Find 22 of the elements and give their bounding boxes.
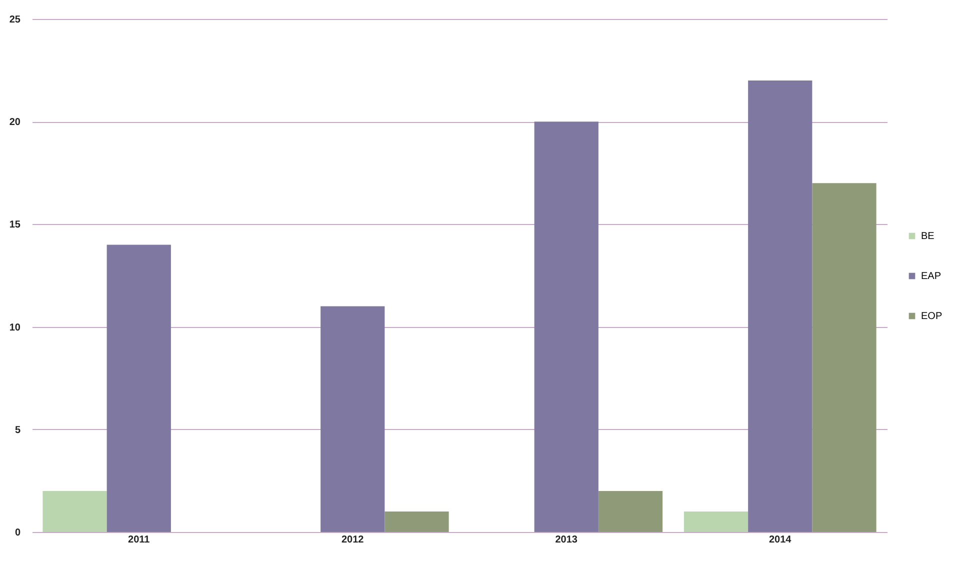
x-tick-label: 2012 xyxy=(342,534,364,546)
x-tick-label: 2011 xyxy=(128,534,150,546)
y-tick-label: 0 xyxy=(14,528,21,538)
legend-label: EOP xyxy=(921,311,942,322)
y-tick-label: 5 xyxy=(14,424,21,436)
x-tick-label: 2014 xyxy=(769,534,792,546)
bar xyxy=(598,490,663,532)
bar xyxy=(320,306,385,532)
bar xyxy=(534,122,598,532)
legend-label: BE xyxy=(921,231,935,242)
bar xyxy=(812,183,876,532)
y-tick-label: 10 xyxy=(9,322,21,334)
bar xyxy=(42,490,107,532)
bar xyxy=(384,511,449,532)
bar xyxy=(106,244,171,532)
legend-label: EAP xyxy=(921,271,942,282)
x-tick-label: 2013 xyxy=(555,534,578,546)
y-tick-label: 15 xyxy=(9,220,21,231)
y-tick-label: 20 xyxy=(9,117,21,128)
y-tick-label: 25 xyxy=(9,14,21,26)
bar xyxy=(684,511,748,532)
bar xyxy=(748,80,812,532)
